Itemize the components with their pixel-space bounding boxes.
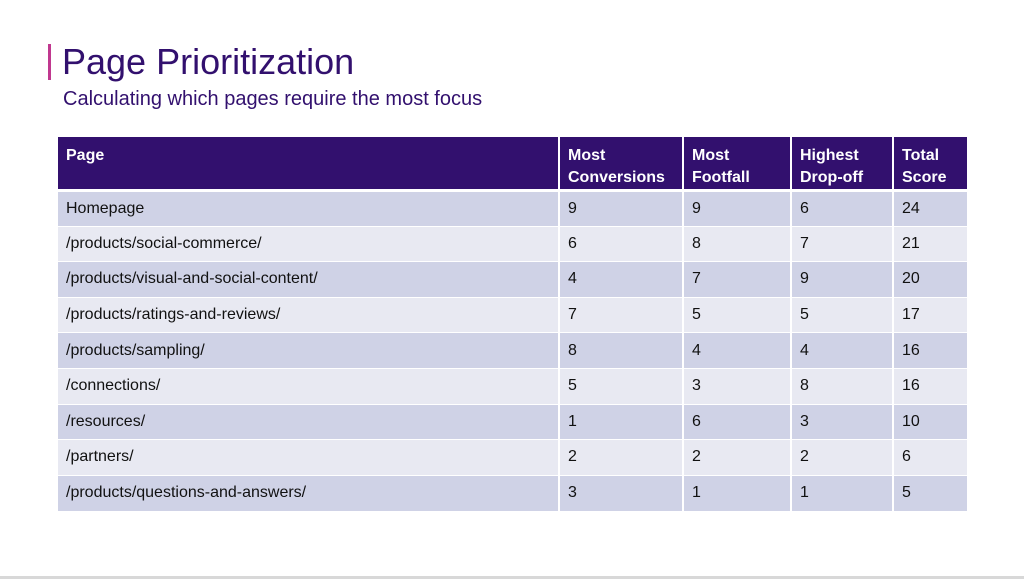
cell-footfall: 6 — [682, 403, 791, 440]
title-accent-bar — [48, 44, 51, 80]
cell-conversions: 9 — [558, 190, 683, 227]
cell-conversions: 2 — [558, 439, 683, 476]
cell-page: /partners/ — [58, 439, 559, 476]
header-conversions-line1: Most — [568, 147, 606, 164]
cell-page: /products/social-commerce/ — [58, 225, 559, 262]
header-total-line2: Score — [902, 169, 947, 186]
cell-page: /connections/ — [58, 367, 559, 405]
cell-conversions: 5 — [558, 367, 683, 405]
slide-title: Page Prioritization — [62, 41, 355, 82]
cell-conversions: 4 — [558, 261, 683, 298]
cell-total: 5 — [892, 474, 967, 511]
cell-footfall: 4 — [682, 332, 791, 369]
table-header: Page Most Conversions Most Footfall Highes… — [58, 137, 967, 192]
table-row: /products/questions-and-answers/ 3 1 1 5 — [58, 474, 967, 511]
header-conversions-line2: Conversions — [568, 169, 665, 186]
cell-footfall: 3 — [682, 367, 791, 405]
header-highest-dropoff: Highest Drop-off — [790, 137, 893, 192]
cell-conversions: 6 — [558, 225, 683, 262]
cell-dropoff: 5 — [790, 296, 893, 333]
cell-page: /products/sampling/ — [58, 332, 559, 369]
cell-dropoff: 7 — [790, 225, 893, 262]
page-prioritization-table: Page Most Conversions Most Footfall Highes… — [58, 137, 967, 511]
table-row: /connections/ 5 3 8 16 — [58, 367, 967, 405]
header-total-line1: Total — [902, 147, 940, 164]
table-body: Homepage 9 9 6 24 /products/social-comme… — [58, 190, 967, 511]
header-page: Page — [58, 137, 559, 192]
cell-total: 24 — [892, 190, 967, 227]
cell-page: Homepage — [58, 190, 559, 227]
cell-page: /products/ratings-and-reviews/ — [58, 296, 559, 333]
cell-page: /products/questions-and-answers/ — [58, 474, 559, 511]
cell-page: /products/visual-and-social-content/ — [58, 261, 559, 298]
table-row: /resources/ 1 6 3 10 — [58, 403, 967, 440]
table-row: Homepage 9 9 6 24 — [58, 190, 967, 227]
cell-total: 10 — [892, 403, 967, 440]
cell-footfall: 7 — [682, 261, 791, 298]
cell-dropoff: 4 — [790, 332, 893, 369]
cell-footfall: 8 — [682, 225, 791, 262]
cell-footfall: 1 — [682, 474, 791, 511]
cell-dropoff: 2 — [790, 439, 893, 476]
header-total-score: Total Score — [892, 137, 967, 192]
cell-conversions: 8 — [558, 332, 683, 369]
cell-total: 6 — [892, 439, 967, 476]
cell-total: 16 — [892, 332, 967, 369]
cell-conversions: 7 — [558, 296, 683, 333]
cell-dropoff: 9 — [790, 261, 893, 298]
cell-total: 21 — [892, 225, 967, 262]
slide-bottom-rule — [0, 576, 1024, 579]
cell-footfall: 5 — [682, 296, 791, 333]
header-most-footfall: Most Footfall — [682, 137, 791, 192]
cell-page: /resources/ — [58, 403, 559, 440]
table-row: /partners/ 2 2 2 6 — [58, 439, 967, 476]
cell-footfall: 9 — [682, 190, 791, 227]
header-most-conversions: Most Conversions — [558, 137, 683, 192]
slide-subtitle: Calculating which pages require the most… — [63, 88, 483, 110]
cell-conversions: 3 — [558, 474, 683, 511]
cell-dropoff: 6 — [790, 190, 893, 227]
table-row: /products/visual-and-social-content/ 4 7… — [58, 261, 967, 298]
cell-dropoff: 1 — [790, 474, 893, 511]
table-row: /products/ratings-and-reviews/ 7 5 5 17 — [58, 296, 967, 333]
header-dropoff-line2: Drop-off — [800, 169, 864, 186]
cell-footfall: 2 — [682, 439, 791, 476]
header-footfall-line2: Footfall — [692, 169, 750, 186]
cell-dropoff: 3 — [790, 403, 893, 440]
header-row: Page Most Conversions Most Footfall Highes… — [58, 137, 967, 192]
cell-total: 20 — [892, 261, 967, 298]
cell-total: 17 — [892, 296, 967, 333]
table-row: /products/sampling/ 8 4 4 16 — [58, 332, 967, 369]
header-page-label: Page — [66, 147, 105, 164]
cell-conversions: 1 — [558, 403, 683, 440]
table-row: /products/social-commerce/ 6 8 7 21 — [58, 225, 967, 262]
header-footfall-line1: Most — [692, 147, 730, 164]
header-dropoff-line1: Highest — [800, 147, 859, 164]
cell-dropoff: 8 — [790, 367, 893, 405]
cell-total: 16 — [892, 367, 967, 405]
